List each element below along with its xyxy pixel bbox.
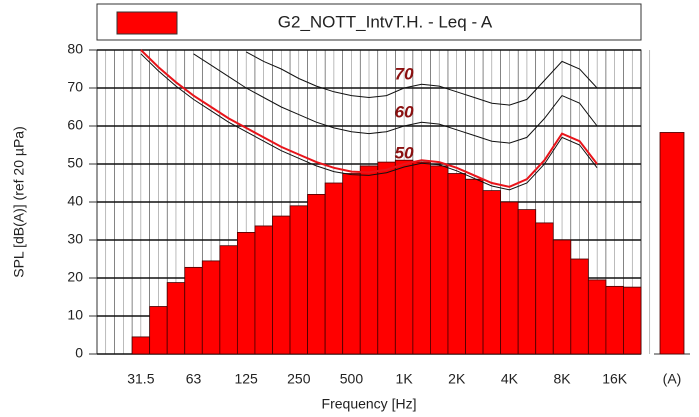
bar [307,193,326,355]
y-tick-label: 60 [67,117,83,133]
y-tick-label: 40 [67,193,83,209]
bar [131,336,151,355]
bar [236,231,256,355]
bar [535,222,554,355]
x-tick-label: 63 [186,371,202,387]
x-axis-label: Frequency [Hz] [322,396,417,412]
bar [482,190,502,355]
bar [289,205,308,355]
y-axis-label: SPL [dB(A)] (ref 20 µPa) [11,126,27,278]
bar [465,178,484,355]
contour-label: 50 [395,144,414,163]
bar [430,165,449,355]
total-label: (A) [663,371,682,387]
bar [587,279,607,355]
y-tick-label: 10 [67,307,83,323]
x-tick-label: 500 [340,371,364,387]
bar [500,201,519,355]
legend-label: G2_NOTT_IntvT.H. - Leq - A [278,12,493,31]
bar [447,173,466,355]
contour-label: 60 [395,102,414,121]
bar [166,282,186,355]
contour-line [193,53,598,144]
total-bar [659,132,685,355]
bar [219,245,238,355]
y-tick-label: 80 [67,41,83,57]
bar [552,239,572,355]
bar [359,165,379,355]
legend-swatch [116,11,178,35]
bar [377,161,396,355]
x-tick-label: 1K [396,371,414,387]
x-tick-label: 125 [234,371,258,387]
x-tick-label: 4K [501,371,519,387]
x-tick-label: 250 [287,371,311,387]
contour-line [245,51,598,106]
x-tick-label: 16K [602,371,628,387]
x-tick-label: 8K [553,371,571,387]
y-tick-label: 50 [67,155,83,171]
bar [412,161,431,355]
bar [623,286,642,355]
legend-box [96,3,642,41]
contour-label: 70 [395,64,414,83]
bar [184,266,203,355]
y-tick-label: 0 [75,345,83,361]
bar [272,215,291,355]
y-tick-label: 70 [67,79,83,95]
loudness-curve [140,49,598,188]
bar [605,285,624,355]
x-tick-label: 31.5 [127,371,154,387]
x-tick-label: 2K [448,371,466,387]
bar [324,182,344,355]
bar [570,258,589,355]
y-tick-label: 20 [67,269,83,285]
bar [342,173,361,355]
bar [201,260,221,355]
bar [149,306,168,355]
contour-line [140,53,598,191]
y-tick-label: 30 [67,231,83,247]
bar [517,209,537,355]
bar [394,159,414,355]
bar [254,225,273,355]
